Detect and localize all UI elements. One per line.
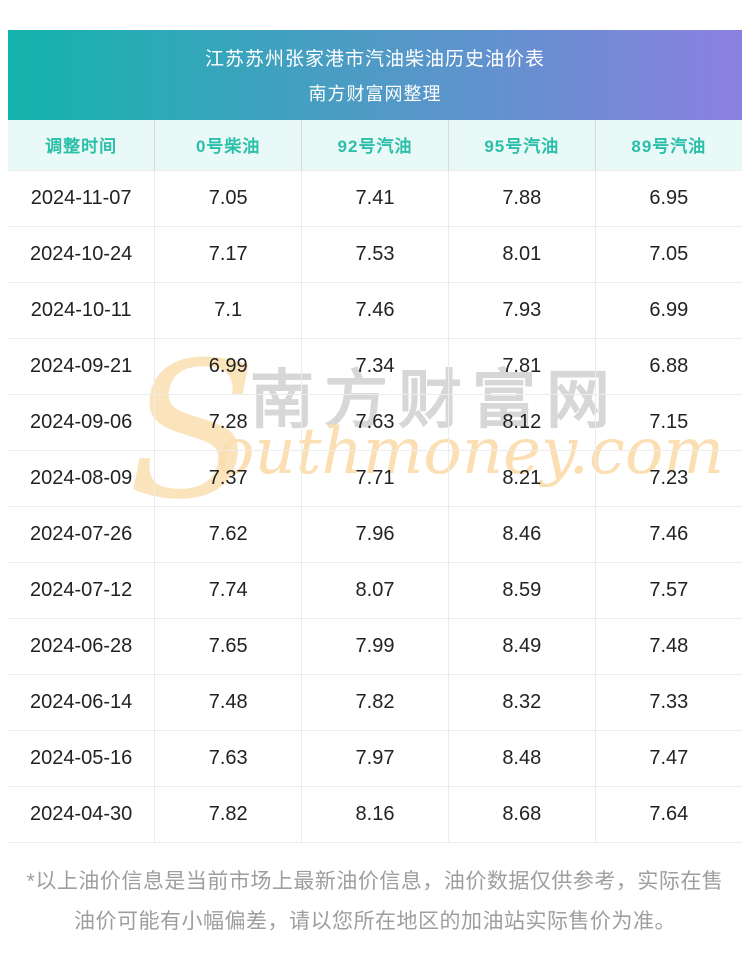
price-cell: 7.71 <box>301 449 449 506</box>
price-table-header: 调整时间 0号柴油 92号汽油 95号汽油 89号汽油 <box>8 120 742 170</box>
table-row: 2024-04-30 7.82 8.16 8.68 7.64 <box>8 785 742 843</box>
price-cell: 8.12 <box>447 393 596 450</box>
price-cell: 8.16 <box>301 785 449 843</box>
date-cell: 2024-07-26 <box>8 505 155 562</box>
price-cell: 8.59 <box>447 561 596 618</box>
price-cell: 7.62 <box>154 505 302 562</box>
table-title: 江苏苏州张家港市汽油柴油历史油价表 <box>204 49 545 71</box>
price-cell: 7.57 <box>594 561 742 618</box>
disclaimer-footnote: *以上油价信息是当前市场上最新油价信息，油价数据仅供参考，实际在售 油价可能有小… <box>0 862 750 942</box>
column-header-gas95: 95号汽油 <box>447 120 596 170</box>
price-cell: 8.68 <box>447 785 596 843</box>
date-cell: 2024-07-12 <box>8 561 155 618</box>
price-cell: 7.17 <box>154 225 302 282</box>
price-cell: 7.48 <box>594 617 742 674</box>
price-cell: 6.88 <box>594 337 742 394</box>
table-row: 2024-10-24 7.17 7.53 8.01 7.05 <box>8 225 742 282</box>
price-cell: 8.46 <box>447 505 596 562</box>
price-cell: 7.15 <box>594 393 742 450</box>
date-cell: 2024-06-14 <box>8 673 155 730</box>
table-row: 2024-07-26 7.62 7.96 8.46 7.46 <box>8 505 742 562</box>
price-cell: 7.63 <box>154 729 302 786</box>
price-cell: 7.05 <box>594 225 742 282</box>
table-row: 2024-11-07 7.05 7.41 7.88 6.95 <box>8 169 742 226</box>
table-row: 2024-08-09 7.37 7.71 8.21 7.23 <box>8 449 742 506</box>
price-cell: 8.48 <box>447 729 596 786</box>
table-row: 2024-10-11 7.1 7.46 7.93 6.99 <box>8 281 742 338</box>
date-cell: 2024-06-28 <box>8 617 155 674</box>
table-row: 2024-07-12 7.74 8.07 8.59 7.57 <box>8 561 742 618</box>
price-cell: 8.01 <box>447 225 596 282</box>
table-row: 2024-09-21 6.99 7.34 7.81 6.88 <box>8 337 742 394</box>
date-cell: 2024-11-07 <box>8 169 155 226</box>
price-cell: 7.82 <box>154 785 302 843</box>
price-cell: 8.49 <box>447 617 596 674</box>
date-cell: 2024-10-11 <box>8 281 155 338</box>
price-cell: 7.34 <box>301 337 449 394</box>
price-cell: 6.95 <box>594 169 742 226</box>
price-cell: 7.64 <box>594 785 742 843</box>
header-row: 调整时间 0号柴油 92号汽油 95号汽油 89号汽油 <box>8 120 742 170</box>
price-cell: 6.99 <box>154 337 302 394</box>
column-header-date: 调整时间 <box>8 120 155 170</box>
date-cell: 2024-09-06 <box>8 393 155 450</box>
date-cell: 2024-09-21 <box>8 337 155 394</box>
table-row: 2024-05-16 7.63 7.97 8.48 7.47 <box>8 729 742 786</box>
price-cell: 8.21 <box>447 449 596 506</box>
price-cell: 7.65 <box>154 617 302 674</box>
table-title-band: 江苏苏州张家港市汽油柴油历史油价表 南方财富网整理 <box>8 30 742 120</box>
price-cell: 7.82 <box>301 673 449 730</box>
price-cell: 7.37 <box>154 449 302 506</box>
price-cell: 7.28 <box>154 393 302 450</box>
price-cell: 8.32 <box>447 673 596 730</box>
price-cell: 7.63 <box>301 393 449 450</box>
price-table-block: 江苏苏州张家港市汽油柴油历史油价表 南方财富网整理 调整时间 0号柴油 92号汽… <box>8 30 742 843</box>
price-cell: 7.48 <box>154 673 302 730</box>
price-cell: 7.96 <box>301 505 449 562</box>
price-cell: 7.23 <box>594 449 742 506</box>
price-cell: 7.33 <box>594 673 742 730</box>
price-cell: 7.88 <box>447 169 596 226</box>
column-header-diesel0: 0号柴油 <box>154 120 302 170</box>
date-cell: 2024-10-24 <box>8 225 155 282</box>
price-cell: 8.07 <box>301 561 449 618</box>
price-cell: 7.99 <box>301 617 449 674</box>
price-cell: 7.1 <box>154 281 302 338</box>
price-cell: 6.99 <box>594 281 742 338</box>
price-table-body: 2024-11-07 7.05 7.41 7.88 6.95 2024-10-2… <box>8 169 742 843</box>
column-header-gas92: 92号汽油 <box>301 120 449 170</box>
price-cell: 7.46 <box>301 281 449 338</box>
price-table: 调整时间 0号柴油 92号汽油 95号汽油 89号汽油 2024-11-07 7… <box>8 120 742 843</box>
column-header-gas89: 89号汽油 <box>594 120 742 170</box>
price-cell: 7.05 <box>154 169 302 226</box>
price-cell: 7.53 <box>301 225 449 282</box>
price-cell: 7.41 <box>301 169 449 226</box>
price-cell: 7.93 <box>447 281 596 338</box>
date-cell: 2024-05-16 <box>8 729 155 786</box>
table-row: 2024-09-06 7.28 7.63 8.12 7.15 <box>8 393 742 450</box>
price-cell: 7.74 <box>154 561 302 618</box>
price-cell: 7.46 <box>594 505 742 562</box>
disclaimer-line-1: *以上油价信息是当前市场上最新油价信息，油价数据仅供参考，实际在售 <box>26 870 724 893</box>
table-row: 2024-06-28 7.65 7.99 8.49 7.48 <box>8 617 742 674</box>
price-cell: 7.97 <box>301 729 449 786</box>
date-cell: 2024-08-09 <box>8 449 155 506</box>
date-cell: 2024-04-30 <box>8 785 155 843</box>
table-subtitle: 南方财富网整理 <box>308 83 442 104</box>
price-cell: 7.81 <box>447 337 596 394</box>
disclaimer-line-2: 油价可能有小幅偏差，请以您所在地区的加油站实际售价为准。 <box>74 910 676 933</box>
table-row: 2024-06-14 7.48 7.82 8.32 7.33 <box>8 673 742 730</box>
price-cell: 7.47 <box>594 729 742 786</box>
